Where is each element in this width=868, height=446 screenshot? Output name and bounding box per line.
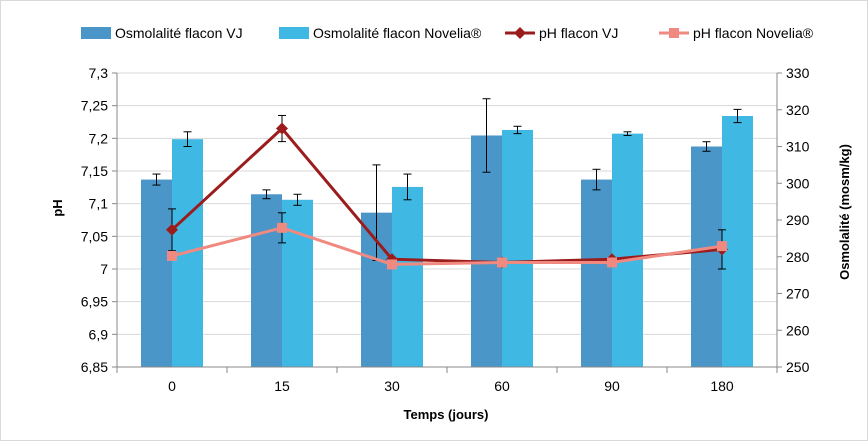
x-axis-title: Temps (jours) <box>404 407 489 422</box>
bar <box>691 146 722 367</box>
legend-label: Osmolalité flacon VJ <box>115 25 243 41</box>
legend-swatch <box>279 27 309 39</box>
lines <box>166 114 728 270</box>
y2-tick-label: 260 <box>786 322 810 338</box>
y-tick-label: 7,1 <box>89 196 109 212</box>
bar <box>392 186 423 367</box>
bar <box>282 199 313 367</box>
y2-axis-title: Osmolalité (mosm/kg) <box>837 144 852 280</box>
x-tick-label: 0 <box>168 378 176 394</box>
y-tick-label: 6,95 <box>81 294 108 310</box>
axes: 6,85 6,9 6,95 7 7,05 7,1 7,15 7,2 7,25 7,3 250 260 2… <box>81 65 810 394</box>
y2-tick-label: 270 <box>786 286 810 302</box>
y2-tick-label: 310 <box>786 139 810 155</box>
series-line <box>170 126 723 264</box>
y-tick-label: 7,15 <box>81 163 108 179</box>
bar <box>251 194 282 367</box>
y-tick-label: 6,85 <box>81 359 108 375</box>
x-tick-label: 30 <box>384 378 400 394</box>
bar <box>722 115 753 367</box>
y2-tick-label: 250 <box>786 359 810 375</box>
y-tick-label: 7 <box>100 261 108 277</box>
point <box>277 222 287 233</box>
y2-tick-label: 330 <box>786 65 810 81</box>
bar <box>141 179 172 367</box>
bar <box>581 179 612 367</box>
point <box>497 257 507 268</box>
legend: Osmolalité flacon VJ Osmolalité flacon No… <box>81 25 814 41</box>
bars <box>141 98 753 367</box>
point <box>607 257 617 268</box>
y2-tick-label: 300 <box>786 175 810 191</box>
point <box>167 250 177 261</box>
legend-label: pH flacon Novelia® <box>693 25 814 41</box>
legend-marker <box>514 27 526 39</box>
y-tick-label: 7,3 <box>89 65 109 81</box>
x-tick-label: 15 <box>274 378 290 394</box>
point <box>276 122 288 135</box>
legend-swatch <box>81 27 111 39</box>
point <box>166 223 178 236</box>
bar <box>502 129 533 367</box>
y2-tick-label: 280 <box>786 249 810 265</box>
legend-label: Osmolalité flacon Novelia® <box>313 25 482 41</box>
y-axis-title: pH <box>50 199 65 216</box>
y2-tick-label: 320 <box>786 102 810 118</box>
series-line <box>171 226 723 266</box>
point <box>387 259 397 270</box>
y2-tick-label: 290 <box>786 212 810 228</box>
y-tick-label: 7,2 <box>89 130 109 146</box>
point <box>717 241 727 252</box>
x-tick-label: 180 <box>710 378 734 394</box>
y-tick-label: 7,25 <box>81 98 108 114</box>
x-tick-label: 60 <box>494 378 510 394</box>
y-tick-label: 7,05 <box>81 228 108 244</box>
y-tick-label: 6,9 <box>89 326 109 342</box>
bar <box>471 135 502 367</box>
legend-label: pH flacon VJ <box>539 25 618 41</box>
bar <box>612 133 643 367</box>
legend-marker <box>669 28 679 38</box>
x-tick-label: 90 <box>604 378 620 394</box>
